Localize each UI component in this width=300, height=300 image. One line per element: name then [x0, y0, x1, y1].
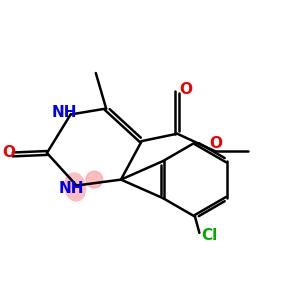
Text: NH: NH [58, 181, 84, 196]
Circle shape [86, 171, 103, 188]
Ellipse shape [64, 172, 86, 202]
Text: O: O [2, 146, 15, 160]
Text: O: O [179, 82, 192, 97]
Text: NH: NH [51, 106, 77, 121]
Text: O: O [209, 136, 222, 151]
Text: Cl: Cl [202, 228, 218, 243]
